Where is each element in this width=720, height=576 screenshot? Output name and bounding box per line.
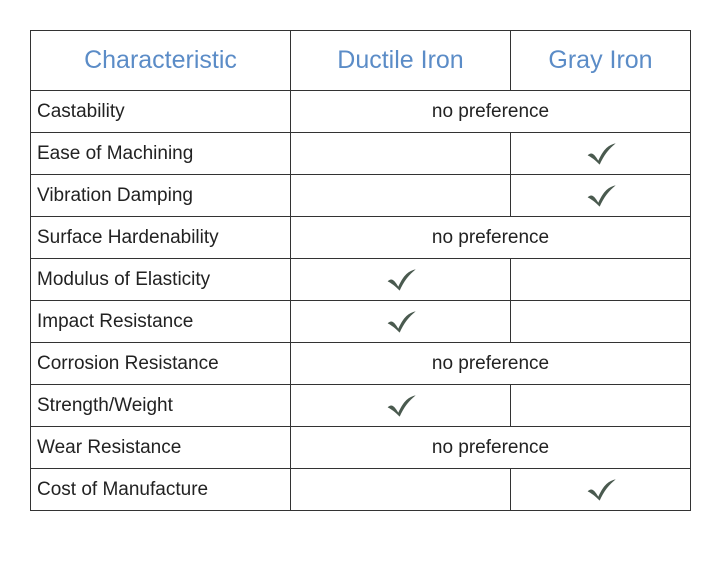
table-body: Castabilityno preferenceEase of Machinin… [31,91,691,511]
check-icon [584,479,618,500]
characteristic-cell: Ease of Machining [31,133,291,175]
gray-cell [511,259,691,301]
table-row: Surface Hardenabilityno preference [31,217,691,259]
no-preference-cell: no preference [291,343,691,385]
table-row: Cost of Manufacture [31,469,691,511]
characteristic-cell: Surface Hardenability [31,217,291,259]
check-icon [384,311,418,332]
table-row: Castabilityno preference [31,91,691,133]
ductile-cell [291,133,511,175]
no-preference-cell: no preference [291,91,691,133]
no-preference-cell: no preference [291,427,691,469]
ductile-cell [291,469,511,511]
gray-cell [511,301,691,343]
header-ductile-iron: Ductile Iron [291,31,511,91]
check-icon [384,395,418,416]
check-icon [384,269,418,290]
check-icon [584,143,618,164]
check-icon [584,185,618,206]
header-gray-iron: Gray Iron [511,31,691,91]
table-row: Ease of Machining [31,133,691,175]
characteristic-cell: Castability [31,91,291,133]
characteristic-cell: Corrosion Resistance [31,343,291,385]
gray-cell [511,133,691,175]
table-row: Wear Resistanceno preference [31,427,691,469]
characteristic-cell: Strength/Weight [31,385,291,427]
characteristic-cell: Impact Resistance [31,301,291,343]
characteristic-cell: Cost of Manufacture [31,469,291,511]
no-preference-cell: no preference [291,217,691,259]
ductile-cell [291,385,511,427]
gray-cell [511,175,691,217]
ductile-cell [291,259,511,301]
header-characteristic: Characteristic [31,31,291,91]
characteristic-cell: Modulus of Elasticity [31,259,291,301]
table-row: Corrosion Resistanceno preference [31,343,691,385]
table-row: Modulus of Elasticity [31,259,691,301]
table-row: Strength/Weight [31,385,691,427]
characteristic-cell: Wear Resistance [31,427,291,469]
ductile-cell [291,301,511,343]
table-row: Vibration Damping [31,175,691,217]
comparison-table: Characteristic Ductile Iron Gray Iron Ca… [30,30,691,511]
gray-cell [511,469,691,511]
gray-cell [511,385,691,427]
header-row: Characteristic Ductile Iron Gray Iron [31,31,691,91]
table-row: Impact Resistance [31,301,691,343]
ductile-cell [291,175,511,217]
characteristic-cell: Vibration Damping [31,175,291,217]
